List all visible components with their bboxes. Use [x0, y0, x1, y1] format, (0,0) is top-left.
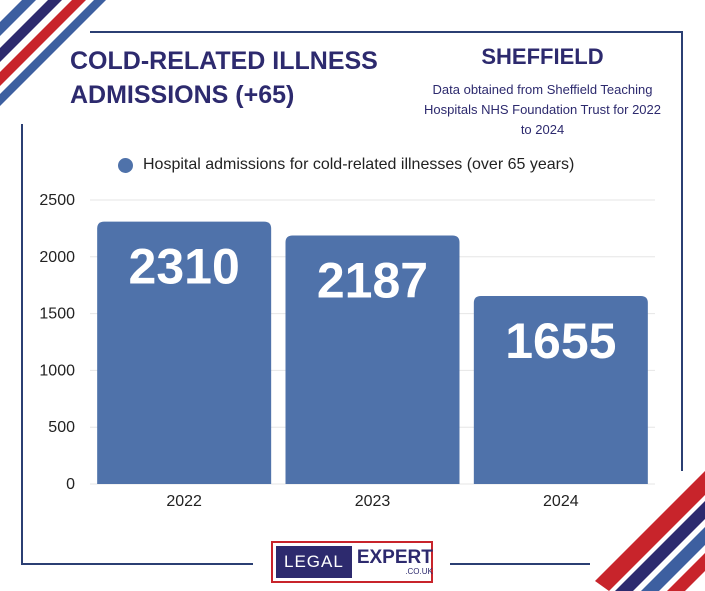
data-source-note: Data obtained from Sheffield Teaching Ho…: [423, 82, 661, 137]
bar: [97, 221, 272, 485]
frame-top-line: [90, 31, 682, 33]
y-tick-label: 1500: [39, 306, 75, 323]
bar: [473, 295, 648, 484]
chart-legend: Hospital admissions for cold-related ill…: [118, 156, 574, 174]
frame-right-line: [681, 31, 683, 471]
logo-right-block: EXPERT .CO.UK: [352, 543, 433, 581]
x-tick-label: 2023: [355, 493, 391, 510]
legend-swatch: [118, 157, 133, 173]
frame-bottom-left-line: [21, 563, 253, 565]
bar: [285, 235, 460, 484]
chart-title: COLD-RELATED ILLNESS ADMISSIONS (+65): [70, 47, 378, 109]
frame-bottom-right-line: [450, 563, 590, 565]
legal-expert-logo: LEGAL EXPERT .CO.UK: [271, 541, 433, 583]
logo-expert-text: EXPERT: [356, 547, 433, 568]
corner-stripes-top-left: [0, 0, 106, 106]
bar-value-label: 2310: [129, 239, 240, 295]
frame-left-line: [21, 124, 23, 564]
legend-label: Hospital admissions for cold-related ill…: [143, 156, 575, 173]
y-tick-label: 0: [66, 476, 75, 493]
y-tick-label: 1000: [39, 362, 75, 379]
bar-value-label: 2187: [317, 253, 428, 309]
logo-legal-text: LEGAL: [276, 546, 352, 578]
y-tick-label: 2000: [39, 249, 75, 266]
y-tick-label: 500: [48, 419, 75, 436]
logo-domain-text: .CO.UK: [405, 567, 433, 576]
x-tick-label: 2022: [166, 493, 202, 510]
bar-value-label: 1655: [505, 313, 616, 369]
x-tick-label: 2024: [543, 493, 579, 510]
corner-stripes-bottom-right: [595, 471, 705, 591]
city-heading: SHEFFIELD: [481, 44, 604, 69]
y-tick-label: 2500: [39, 192, 75, 209]
